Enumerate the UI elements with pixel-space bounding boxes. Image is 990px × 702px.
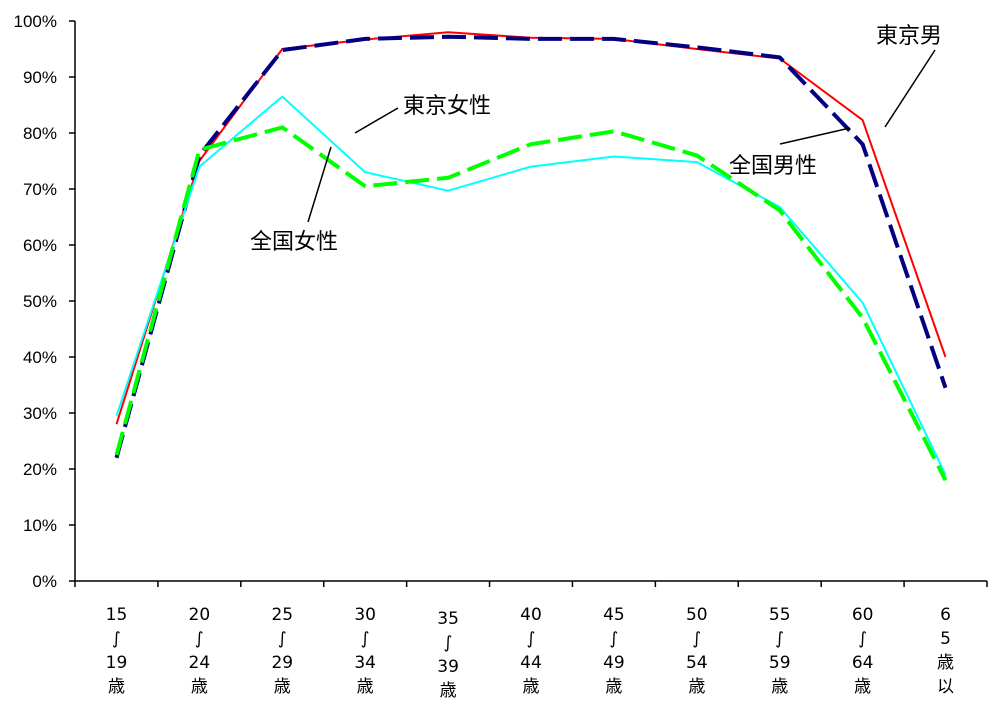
x-category-label-line: ∫ [775,629,784,649]
x-category-label-line: ∫ [858,629,867,649]
x-category-label-line: 歳 [274,677,291,697]
y-tick-label: 100% [14,12,57,31]
x-category-label-line: 歳 [523,677,540,697]
x-category-label-line: 歳 [688,677,705,697]
x-category-label-line: ∫ [444,633,453,653]
x-category-label-line: 50 [686,605,708,625]
x-category-label-line: ∫ [278,629,287,649]
x-category-label-line: 6 [940,605,951,625]
tokyo-female-leader-line [354,107,399,134]
x-category-label-line: 34 [354,653,376,673]
x-category-label: 60 ∫ 64 歳 [852,605,874,697]
series-lines [114,31,948,482]
x-category-label-line: 49 [603,653,625,673]
y-tick-label: 40% [23,348,57,367]
series-line-2 [115,95,947,476]
x-category-label-line: 64 [852,653,874,673]
tokyo-male-leader-line [884,49,936,128]
y-tick-label: 10% [23,516,57,535]
x-category-label-line: ∫ [112,629,121,649]
national-female-leader-line [307,146,332,223]
x-category-label-line: ∫ [692,629,701,649]
x-category-label-line: ∫ [609,629,618,649]
x-category-label: 35 ∫ 39 歳 [437,609,459,701]
x-category-label-line: 歳 [771,677,788,697]
x-category-label-line: 54 [686,653,708,673]
x-category-label-line: 44 [520,653,542,673]
x-category-label: 50 ∫ 54 歳 [686,605,708,697]
x-category-label-line: 歳 [357,677,374,697]
series-line-0 [115,31,947,425]
x-category-label: 6 5 歳以 [937,605,954,697]
series-line-3 [114,125,948,482]
x-category-label-line: 歳 [440,681,457,701]
x-category-label-line: 歳 [605,677,622,697]
x-category-label-line: 25 [271,605,293,625]
x-category-label-line: 15 [106,605,128,625]
x-category-label-line: 24 [189,653,211,673]
x-category-label-line: ∫ [195,629,204,649]
series-label-national-female: 全国女性 [250,230,338,255]
x-category-label-line: 歳 [108,677,125,697]
x-category-label-line: 歳 [937,653,954,673]
x-category-label-line: 歳 [854,677,871,697]
x-category-label-line: 35 [437,609,459,629]
x-category-label-line: 59 [769,653,791,673]
y-tick-label: 50% [23,292,57,311]
y-tick-label: 30% [23,404,57,423]
series-label-national-male: 全国男性 [729,154,817,179]
x-category-label-line: 60 [852,605,874,625]
x-category-label: 30 ∫ 34 歳 [354,605,376,697]
series-label-tokyo-female: 東京女性 [403,94,491,119]
national-male-leader-line [779,127,851,145]
x-category-label-line: 29 [271,653,293,673]
x-category-label-line: 55 [769,605,791,625]
x-category-label: 45 ∫ 49 歳 [603,605,625,697]
x-category-label: 25 ∫ 29 歳 [271,605,293,697]
y-tick-label: 20% [23,460,57,479]
x-category-label-line: 39 [437,657,459,677]
y-tick-label: 0% [32,572,57,591]
y-tick-label: 60% [23,236,57,255]
x-category-label: 40 ∫ 44 歳 [520,605,542,697]
x-category-label-line: 30 [354,605,376,625]
x-category-label-line: 以 [937,677,954,697]
x-category-label-line: 20 [189,605,211,625]
x-category-label-line: 45 [603,605,625,625]
x-category-label: 20 ∫ 24 歳 [189,605,211,697]
x-category-label-line: ∫ [361,629,370,649]
x-category-label-line: ∫ [527,629,536,649]
series-line-1 [114,34,948,459]
x-category-label-line: 5 [940,629,951,649]
series-label-tokyo-male: 東京男 [876,24,942,49]
x-category-label-line: 40 [520,605,542,625]
y-tick-label: 70% [23,180,57,199]
x-category-label-line: 歳 [191,677,208,697]
x-category-label: 15 ∫ 19 歳 [106,605,128,697]
x-category-label-line: 19 [106,653,128,673]
y-tick-label: 80% [23,124,57,143]
series-labels: 東京男 全国男性 東京女性 全国女性 [250,24,942,255]
axes: 0%10%20%30%40%50%60%70%80%90%100%15∫19歳2… [14,12,988,701]
y-tick-label: 90% [23,68,57,87]
x-category-label: 55 ∫ 59 歳 [769,605,791,697]
